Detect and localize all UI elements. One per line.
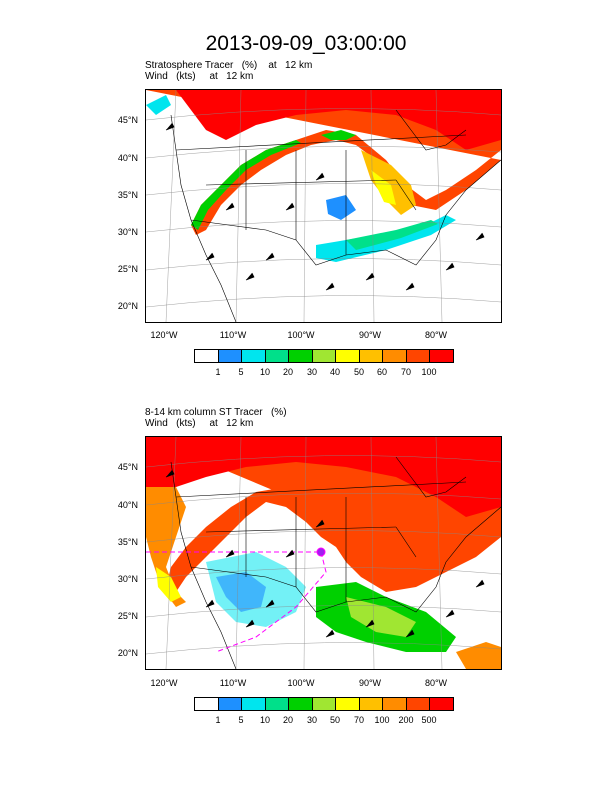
panel1-subtitle-line2: Wind (kts) at 12 km [145,71,254,82]
cbar2-swatch-8 [383,698,407,710]
p2-lat-30: 30°N [117,574,138,584]
cbar2-label: 50 [329,715,340,725]
coastlines [170,109,501,322]
cbar2-label: 100 [374,715,390,725]
cbar1-label: 10 [259,367,270,377]
cbar1-swatch-8 [383,350,407,362]
cbar2-swatch-0 [195,698,219,710]
site-marker [316,547,326,557]
p2-lon-80: 80°W [424,678,448,688]
cbar1-label: 5 [238,367,244,377]
p2-lon-90: 90°W [358,678,382,688]
tracer-cyan-tail [146,95,171,115]
cbar1-swatch-2 [242,350,266,362]
cbar1-label: 1 [215,367,221,377]
p2-lat-45: 45°N [117,462,138,472]
graticule [146,90,501,322]
cbar1-swatch-5 [312,350,337,362]
cbar1-label: 60 [376,367,387,377]
cbar2-swatch-9 [406,698,431,710]
column-yellow-west [156,567,181,602]
p1-lon-100: 100°W [287,330,315,340]
p1-lat-20: 20°N [117,301,138,311]
cbar2-swatch-3 [265,698,290,710]
coastlines [170,456,501,669]
cbar2-swatch-2 [242,698,266,710]
tracer-blue-patch [326,195,356,220]
cbar1-label: 30 [306,367,317,377]
tracer-green-band [191,140,301,230]
panel2-subtitle-line1: 8-14 km column ST Tracer (%) [145,407,287,418]
p2-lat-35: 35°N [117,537,138,547]
p2-lat-20: 20°N [117,648,138,658]
cbar1-label: 20 [282,367,293,377]
panel2-map [145,436,502,670]
p1-lat-25: 25°N [117,264,138,274]
cbar2-swatch-6 [336,698,360,710]
cbar1-label: 40 [329,367,340,377]
cbar1-swatch-4 [289,350,313,362]
panel2-map-svg [146,437,501,669]
cbar2-label: 5 [238,715,244,725]
tracer-yellow-east [371,170,396,205]
cbar1-label: 70 [400,367,411,377]
cbar2-swatch-1 [218,698,243,710]
cbar2-swatch-5 [312,698,337,710]
tracer-green-south [346,220,438,250]
panel1-map-svg [146,90,501,322]
cbar2-label: 20 [282,715,293,725]
tracer-orange-east [361,150,416,215]
p1-lat-30: 30°N [117,227,138,237]
p2-lat-40: 40°N [117,500,138,510]
cbar2-swatch-4 [289,698,313,710]
cbar1-swatch-0 [195,350,219,362]
panel1-colorbar [194,349,454,363]
cbar2-swatch-10 [430,698,454,710]
column-orange-west [146,487,186,607]
p1-lon-80: 80°W [424,330,448,340]
p1-lat-35: 35°N [117,190,138,200]
figure-title: 2013-09-09_03:00:00 [205,32,407,55]
p1-lat-45: 45°N [117,115,138,125]
p1-lon-90: 90°W [358,330,382,340]
p2-lon-120: 120°W [150,678,178,688]
p1-lon-120: 120°W [150,330,178,340]
cbar1-swatch-9 [406,350,431,362]
tracer-red-core [176,90,501,150]
cbar2-label: 10 [259,715,270,725]
panel1-subtitle-line1: Stratosphere Tracer (%) at 12 km [145,60,313,71]
cbar2-swatch-7 [359,698,384,710]
column-orange-east [456,642,501,669]
cbar1-label: 100 [421,367,437,377]
tracer-green-arc [321,130,356,140]
column-blue-scatter [216,572,266,612]
cbar2-label: 30 [306,715,317,725]
column-lime-south [346,597,416,637]
cbar1-swatch-10 [430,350,454,362]
cbar1-label: 50 [353,367,364,377]
panel1-map [145,89,502,323]
cbar1-swatch-1 [218,350,243,362]
p2-lon-110: 110°W [219,678,247,688]
cbar1-swatch-6 [336,350,360,362]
cbar2-label: 500 [421,715,437,725]
cbar2-label: 1 [215,715,221,725]
column-red-core [146,437,501,517]
panel2-subtitle-line2: Wind (kts) at 12 km [145,418,254,429]
wind-barbs [165,122,485,291]
wind-barbs [165,469,485,638]
p1-lat-40: 40°N [117,153,138,163]
p2-lon-100: 100°W [287,678,315,688]
cbar2-label: 200 [398,715,414,725]
cbar1-swatch-3 [265,350,290,362]
panel2-colorbar [194,697,454,711]
cbar2-label: 70 [353,715,364,725]
cbar1-swatch-7 [359,350,384,362]
p2-lat-25: 25°N [117,611,138,621]
p1-lon-110: 110°W [219,330,247,340]
